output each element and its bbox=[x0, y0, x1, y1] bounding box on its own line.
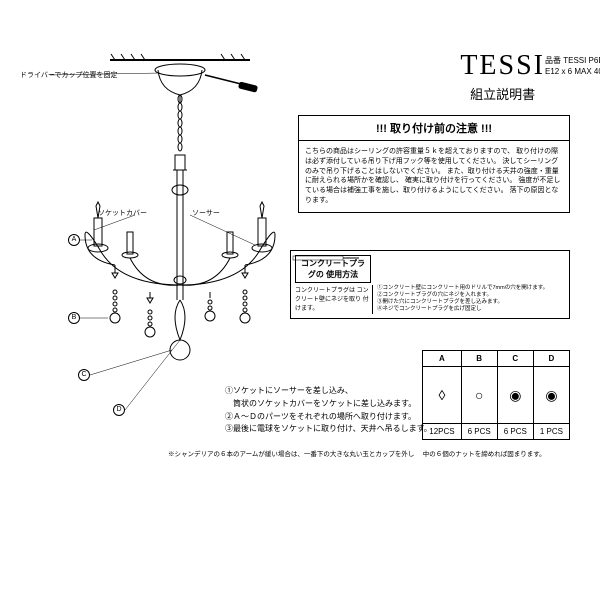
marker-c: C bbox=[78, 369, 90, 381]
part-a-icon: ◊ bbox=[423, 367, 461, 424]
plug-steps: ①コンクリート壁にコンクリート用のドリルで7mmの穴を開けます。②コンクリートプ… bbox=[377, 285, 565, 314]
assembly-instructions: ①ソケットにソーサーを差し込み、 筒状のソケットカバーをソケットに差し込みます。… bbox=[225, 385, 432, 436]
model-number: 品番 TESSI P6D bbox=[545, 55, 600, 66]
bulb-spec: E12 x 6 MAX 40 bbox=[545, 66, 600, 77]
marker-a: A bbox=[68, 234, 80, 246]
parts-table: ABCD ◊○◉◉ 12PCS6 PCS6 PCS1 PCS bbox=[422, 350, 570, 440]
socket-cover-label: ソケットカバー bbox=[98, 208, 147, 218]
doc-subtitle: 組立説明書 bbox=[460, 84, 545, 103]
plug-instructions-box: コンクリートプラグの 使用方法 コンクリートプラグは コンクリート壁にネジを取り… bbox=[290, 250, 570, 319]
assembly-note: ※シャンデリアの６本のアームが緩い場合は、一番下の大きな丸い玉とカップを外し 中… bbox=[168, 450, 546, 459]
part-b-icon: ○ bbox=[461, 367, 497, 424]
warning-box: !!! 取り付け前の注意 !!! こちらの商品はシーリングの許容重量５ｋを超えて… bbox=[298, 115, 570, 213]
warning-body: こちらの商品はシーリングの許容重量５ｋを超えておりますので、 取り付けの際は必ず… bbox=[299, 141, 569, 212]
ceiling-label: ドライバーでカップ位置を固定 bbox=[20, 70, 117, 80]
warning-title: !!! 取り付け前の注意 !!! bbox=[299, 116, 569, 141]
brand-name: TESSI bbox=[460, 50, 545, 82]
plug-diagram-icon bbox=[291, 251, 361, 265]
marker-d: D bbox=[113, 404, 125, 416]
part-d-icon: ◉ bbox=[533, 367, 569, 424]
plug-left-note: コンクリートプラグは コンクリート壁にネジを取り 付けます。 bbox=[295, 285, 370, 312]
marker-b: B bbox=[68, 312, 80, 324]
saucer-label: ソーサー bbox=[192, 208, 220, 218]
part-c-icon: ◉ bbox=[497, 367, 533, 424]
